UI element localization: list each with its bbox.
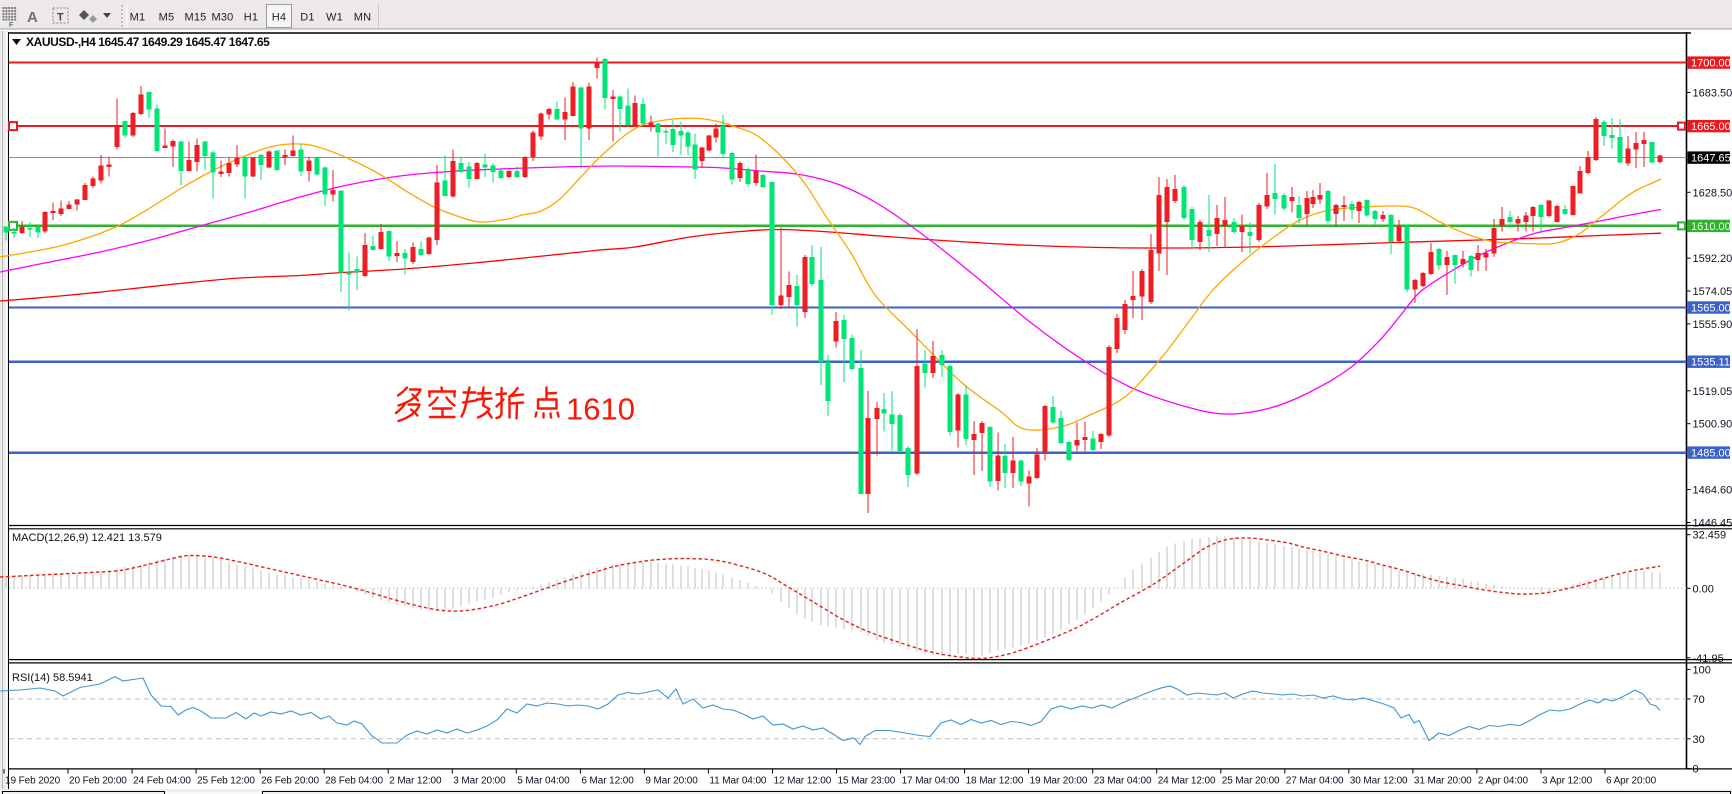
svg-text:RSI(14) 58.5941: RSI(14) 58.5941 bbox=[12, 672, 93, 684]
svg-text:23 Mar 04:00: 23 Mar 04:00 bbox=[1094, 776, 1152, 787]
svg-text:1683.50: 1683.50 bbox=[1693, 88, 1732, 100]
svg-text:1700.00: 1700.00 bbox=[1691, 58, 1731, 70]
svg-text:F: F bbox=[9, 22, 13, 29]
svg-text:1535.11: 1535.11 bbox=[1691, 357, 1730, 369]
svg-text:MN: MN bbox=[354, 12, 372, 24]
svg-text:24 Feb 04:00: 24 Feb 04:00 bbox=[133, 776, 191, 787]
svg-text:18 Mar 12:00: 18 Mar 12:00 bbox=[966, 776, 1024, 787]
svg-text:27 Mar 04:00: 27 Mar 04:00 bbox=[1286, 776, 1344, 787]
svg-text:15 Mar 23:00: 15 Mar 23:00 bbox=[838, 776, 896, 787]
svg-text:5 Mar 04:00: 5 Mar 04:00 bbox=[517, 776, 570, 787]
svg-text:M5: M5 bbox=[159, 12, 175, 24]
svg-text:2 Apr 04:00: 2 Apr 04:00 bbox=[1478, 776, 1529, 787]
svg-text:3 Mar 20:00: 3 Mar 20:00 bbox=[453, 776, 506, 787]
svg-text:25 Feb 12:00: 25 Feb 12:00 bbox=[197, 776, 255, 787]
svg-text:20 Feb 20:00: 20 Feb 20:00 bbox=[69, 776, 127, 787]
svg-text:W1: W1 bbox=[326, 12, 343, 24]
svg-text:1485.00: 1485.00 bbox=[1691, 448, 1731, 460]
svg-text:M15: M15 bbox=[185, 12, 207, 24]
svg-text:70: 70 bbox=[1693, 694, 1705, 706]
svg-text:2 Mar 12:00: 2 Mar 12:00 bbox=[389, 776, 442, 787]
svg-text:1665.00: 1665.00 bbox=[1691, 121, 1731, 133]
svg-text:9 Mar 20:00: 9 Mar 20:00 bbox=[645, 776, 698, 787]
svg-text:6 Apr 20:00: 6 Apr 20:00 bbox=[1606, 776, 1657, 787]
svg-text:28 Feb 04:00: 28 Feb 04:00 bbox=[325, 776, 383, 787]
svg-text:1647.65: 1647.65 bbox=[1691, 153, 1731, 165]
svg-text:D1: D1 bbox=[300, 12, 314, 24]
svg-text:1574.05: 1574.05 bbox=[1693, 286, 1732, 298]
svg-text:17 Mar 04:00: 17 Mar 04:00 bbox=[902, 776, 960, 787]
svg-text:1555.90: 1555.90 bbox=[1693, 319, 1732, 331]
svg-text:1565.00: 1565.00 bbox=[1691, 303, 1731, 315]
svg-text:19 Mar 20:00: 19 Mar 20:00 bbox=[1030, 776, 1088, 787]
svg-text:30 Mar 12:00: 30 Mar 12:00 bbox=[1350, 776, 1408, 787]
svg-text:6 Mar 12:00: 6 Mar 12:00 bbox=[581, 776, 634, 787]
svg-text:XAUUSD-,H4 1645.47 1649.29 16: XAUUSD-,H4 1645.47 1649.29 1645.47 1647.… bbox=[26, 35, 270, 49]
svg-text:MACD(12,26,9) 12.421 13.579: MACD(12,26,9) 12.421 13.579 bbox=[12, 532, 162, 544]
svg-text:19 Feb 2020: 19 Feb 2020 bbox=[5, 776, 61, 787]
svg-text:0: 0 bbox=[1693, 764, 1699, 776]
svg-text:M1: M1 bbox=[130, 12, 146, 24]
svg-text:1610.00: 1610.00 bbox=[1691, 221, 1731, 233]
svg-text:1610: 1610 bbox=[566, 392, 635, 427]
svg-text:T: T bbox=[57, 12, 64, 24]
svg-text:1592.20: 1592.20 bbox=[1693, 253, 1732, 265]
svg-text:1464.60: 1464.60 bbox=[1693, 485, 1732, 497]
svg-text:12 Mar 12:00: 12 Mar 12:00 bbox=[774, 776, 832, 787]
svg-text:11 Mar 04:00: 11 Mar 04:00 bbox=[709, 776, 767, 787]
svg-text:25 Mar 20:00: 25 Mar 20:00 bbox=[1222, 776, 1280, 787]
svg-text:100: 100 bbox=[1693, 664, 1711, 676]
svg-text:24 Mar 12:00: 24 Mar 12:00 bbox=[1158, 776, 1216, 787]
svg-text:A: A bbox=[27, 9, 38, 26]
svg-text:M30: M30 bbox=[212, 12, 234, 24]
svg-text:1519.05: 1519.05 bbox=[1693, 386, 1732, 398]
svg-text:32.459: 32.459 bbox=[1693, 530, 1727, 542]
svg-text:H4: H4 bbox=[272, 12, 286, 24]
svg-text:1628.50: 1628.50 bbox=[1693, 187, 1732, 199]
svg-text:1500.90: 1500.90 bbox=[1693, 419, 1732, 431]
svg-text:0.00: 0.00 bbox=[1693, 583, 1714, 595]
svg-text:-41.95: -41.95 bbox=[1693, 653, 1724, 665]
svg-text:H1: H1 bbox=[244, 12, 258, 24]
svg-text:3 Apr 12:00: 3 Apr 12:00 bbox=[1542, 776, 1593, 787]
svg-text:1446.45: 1446.45 bbox=[1693, 518, 1732, 530]
svg-text:31 Mar 20:00: 31 Mar 20:00 bbox=[1414, 776, 1472, 787]
svg-text:30: 30 bbox=[1693, 734, 1705, 746]
svg-text:26 Feb 20:00: 26 Feb 20:00 bbox=[261, 776, 319, 787]
